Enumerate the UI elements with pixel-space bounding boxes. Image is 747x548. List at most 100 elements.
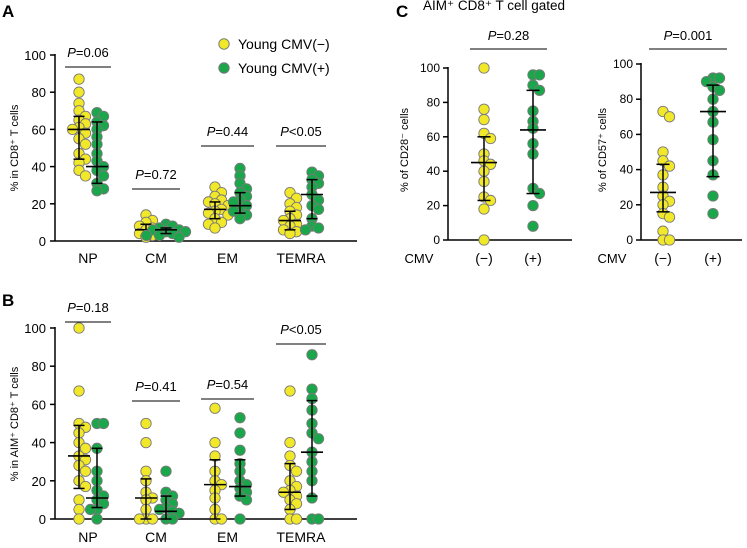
data-point (97, 417, 110, 430)
p-value-label: P<0.05 (280, 124, 322, 139)
data-point (290, 465, 303, 477)
y-axis-label-a: % in CD8⁺ T cells (9, 104, 21, 191)
panel-c-title: AIM⁺ CD8⁺ T cell gated (423, 0, 565, 13)
p-value-label: P=0.28 (488, 28, 530, 43)
y-tick-label: 100 (420, 61, 440, 75)
data-point (478, 62, 490, 74)
y-tick-label: 60 (32, 122, 46, 137)
data-point (234, 213, 246, 225)
data-point (73, 494, 85, 506)
y-tick-label: 80 (620, 92, 634, 106)
panel-c-letter: C (396, 2, 408, 21)
panel-a-letter: A (2, 2, 14, 21)
data-point (312, 222, 325, 234)
data-point (140, 465, 152, 477)
y-tick-label: 60 (620, 127, 634, 141)
data-point (79, 442, 92, 454)
data-point (240, 494, 253, 506)
legend-marker-cmv-pos (218, 62, 230, 74)
data-point (173, 231, 185, 243)
data-point (97, 170, 110, 182)
data-point (284, 450, 296, 462)
data-point (527, 199, 539, 212)
data-point (73, 86, 85, 98)
data-point (306, 349, 318, 361)
y-axis-label-cd28: % of CD28⁻ cells (399, 107, 411, 192)
legend-label-cmv-pos: Young CMV(+) (238, 60, 330, 76)
y-tick-label: 60 (32, 397, 46, 412)
data-point (79, 170, 92, 182)
data-point (484, 158, 497, 170)
data-point (153, 503, 166, 516)
data-point (713, 84, 726, 97)
data-point (79, 480, 92, 493)
category-label: CM (145, 250, 167, 266)
data-point (663, 234, 676, 246)
data-point (312, 203, 325, 216)
p-value-label: P=0.44 (207, 124, 249, 139)
data-point (663, 160, 676, 172)
data-point (299, 224, 312, 236)
data-point (234, 513, 246, 525)
data-point (284, 385, 296, 397)
category-label: EM (217, 250, 238, 266)
p-value-label: P<0.05 (280, 322, 322, 337)
y-tick-label: 40 (32, 436, 46, 451)
legend-marker-cmv-neg (218, 38, 230, 50)
data-point (73, 385, 85, 397)
p-value-label: P=0.06 (67, 45, 109, 60)
p-value-label: P=0.41 (135, 379, 177, 394)
data-point (312, 513, 325, 525)
y-tick-label: 40 (32, 160, 46, 175)
x-axis-label-cd57: CMV (598, 251, 627, 266)
y-tick-label: 20 (32, 474, 46, 489)
data-point (140, 229, 153, 242)
category-label: (−) (654, 250, 672, 266)
y-tick-label: 0 (433, 233, 440, 247)
p-value-label: P=0.72 (135, 167, 177, 182)
data-point (91, 185, 103, 197)
data-point (140, 436, 152, 449)
data-point (312, 433, 325, 445)
category-label: (−) (475, 250, 493, 266)
y-tick-label: 0 (626, 233, 633, 247)
data-point (290, 513, 303, 525)
y-tick-label: 0 (39, 512, 46, 527)
data-point (209, 436, 221, 449)
data-point (527, 220, 539, 232)
data-point (663, 211, 676, 223)
p-value-label: P=0.54 (207, 377, 249, 392)
y-axis-label-b: % in AIM⁺ CD8⁺ T cells (9, 366, 21, 481)
category-label: EM (217, 529, 238, 545)
p-value-label: P=0.001 (664, 28, 713, 43)
y-tick-label: 80 (32, 359, 46, 374)
data-point (478, 113, 490, 126)
category-label: CM (145, 529, 167, 545)
data-point (73, 503, 85, 516)
data-point (478, 103, 490, 115)
data-point (73, 322, 85, 334)
data-point (73, 513, 85, 525)
data-point (209, 402, 221, 414)
y-tick-label: 40 (620, 163, 634, 177)
data-point (234, 412, 246, 424)
y-tick-label: 0 (39, 234, 46, 249)
y-tick-label: 40 (427, 164, 441, 178)
y-tick-label: 20 (620, 198, 634, 212)
y-tick-label: 100 (24, 48, 46, 63)
data-point (707, 207, 719, 220)
data-point (91, 513, 103, 525)
data-point (79, 465, 92, 477)
data-point (478, 234, 490, 246)
plot-area: 0 20 40 60 80 100 % in CD8⁺ T cells NP P=0.06 CM P… (9, 28, 742, 545)
y-tick-label: 60 (427, 130, 441, 144)
data-point (533, 69, 546, 81)
y-tick-label: 20 (427, 199, 441, 213)
y-tick-label: 80 (427, 95, 441, 109)
data-point (140, 417, 152, 430)
data-point (73, 73, 85, 85)
y-tick-label: 80 (32, 85, 46, 100)
y-tick-label: 100 (613, 57, 633, 71)
panel-b-letter: B (2, 291, 14, 310)
data-point (209, 222, 221, 234)
